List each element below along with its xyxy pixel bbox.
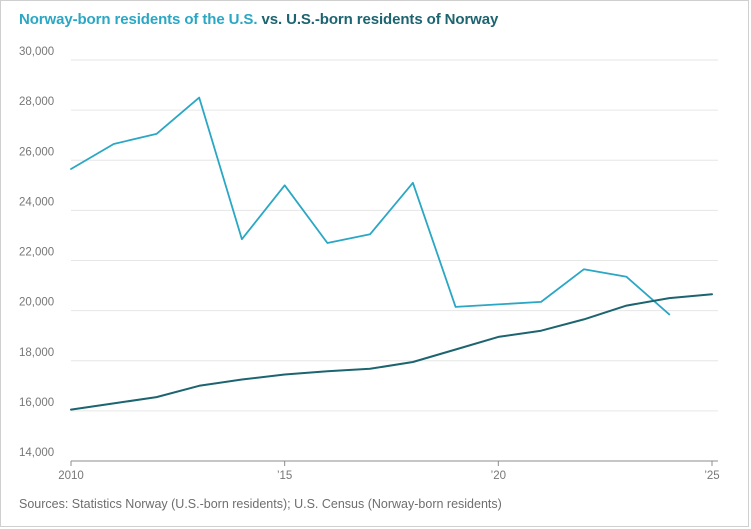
x-axis-ticks: 2010 ’15 ’20 ’25 bbox=[58, 461, 720, 482]
y-tick-label-30000: 30,000 bbox=[19, 46, 54, 58]
x-tick-label-2020: ’20 bbox=[491, 470, 506, 482]
source-note: Sources: Statistics Norway (U.S.-born re… bbox=[19, 497, 502, 511]
y-tick-label-16000: 16,000 bbox=[19, 397, 54, 409]
series-line-us-born-in-norway bbox=[70, 293, 713, 411]
y-tick-label-24000: 24,000 bbox=[19, 196, 54, 208]
y-tick-label-18000: 18,000 bbox=[19, 347, 54, 359]
y-tick-label-20000: 20,000 bbox=[19, 297, 54, 309]
series-line-norway-born-in-us bbox=[70, 96, 671, 316]
y-tick-label-14000: 14,000 bbox=[19, 447, 54, 459]
x-tick-label-2025: ’25 bbox=[704, 470, 719, 482]
chart-title-part1: Norway-born residents of the U.S. bbox=[19, 11, 258, 28]
chart-title: Norway-born residents of the U.S. vs. U.… bbox=[19, 11, 498, 28]
chart-title-part2: vs. U.S.-born residents of Norway bbox=[261, 11, 499, 28]
y-tick-label-28000: 28,000 bbox=[19, 96, 54, 108]
series-lines bbox=[70, 96, 713, 411]
x-tick-label-2015: ’15 bbox=[277, 470, 292, 482]
y-tick-label-26000: 26,000 bbox=[19, 146, 54, 158]
gridlines bbox=[71, 59, 718, 462]
y-axis-tick-labels: 14,000 16,000 18,000 20,000 22,000 24,000 26,0… bbox=[19, 46, 54, 459]
y-tick-label-22000: 22,000 bbox=[19, 247, 54, 259]
x-tick-label-2010: 2010 bbox=[58, 470, 84, 482]
